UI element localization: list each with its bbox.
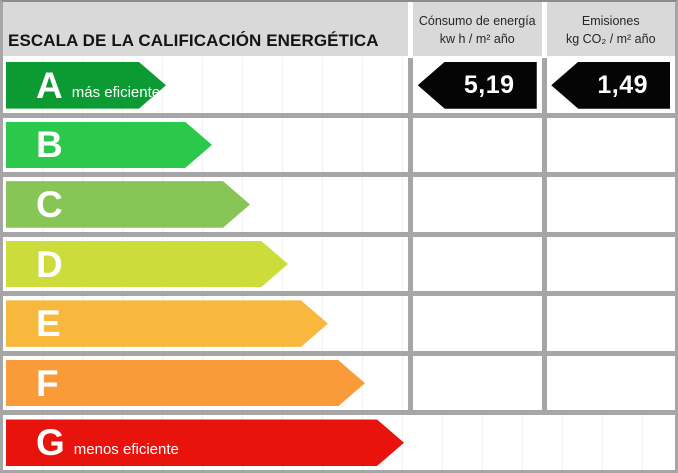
grade-letter-f: F: [36, 362, 59, 404]
consumo-cell-d: [413, 236, 542, 292]
header-row: ESCALA DE LA CALIFICACIÓN ENERGÉTICA Cón…: [3, 2, 675, 56]
emisiones-cell-d: [546, 236, 675, 292]
grade-note-a: más eficiente: [71, 83, 161, 101]
grade-arrow-b: B: [6, 122, 212, 169]
column-divider: [541, 58, 547, 113]
title-cell: ESCALA DE LA CALIFICACIÓN ENERGÉTICA: [3, 2, 408, 56]
grade-letter-a: A: [36, 64, 63, 106]
grade-letter-g: G: [36, 422, 65, 464]
consumo-cell-e: [413, 296, 542, 351]
emisiones-header-line2: kg CO₂ / m² año: [565, 32, 656, 46]
consumo-header-line2: kw h / m² año: [439, 32, 515, 46]
column-divider: [408, 58, 413, 113]
column-divider: [408, 296, 413, 351]
emisiones-header-line1: Emisiones: [581, 14, 640, 28]
header-divider: [541, 2, 547, 56]
column-divider: [408, 177, 413, 232]
scale-cell-e: E: [3, 296, 408, 351]
consumo-cell-c: [413, 177, 542, 232]
consumo-header-line1: Cónsumo de energía: [418, 14, 536, 28]
grade-letter-b: B: [36, 124, 63, 166]
emisiones-cell-c: [546, 177, 675, 232]
page-title: ESCALA DE LA CALIFICACIÓN ENERGÉTICA: [8, 31, 379, 50]
grade-arrow-c: C: [6, 181, 250, 228]
grade-arrow-f: F: [6, 360, 365, 407]
scale-row-e: E: [3, 291, 675, 351]
header-divider: [408, 2, 413, 56]
column-divider: [408, 117, 413, 173]
emisiones-cell-b: [546, 117, 675, 173]
grade-arrow-d: D: [6, 241, 288, 288]
emisiones-value-arrow: 1,49: [551, 61, 671, 109]
emisiones-value: 1,49: [597, 70, 649, 99]
scale-cell-b: B: [3, 117, 408, 173]
column-divider: [541, 177, 547, 232]
emisiones-cell-e: [546, 296, 675, 351]
scale-row-b: B: [3, 112, 675, 173]
scale-row-f: F: [3, 350, 675, 411]
column-divider: [541, 117, 547, 173]
emisiones-cell-a: 1,49: [546, 58, 675, 113]
scale-cell-f: F: [3, 355, 408, 411]
emisiones-column-header: Emisiones kg CO₂ / m² año: [546, 2, 675, 56]
consumo-value: 5,19: [463, 70, 515, 99]
column-divider: [541, 355, 547, 411]
column-divider: [541, 236, 547, 292]
scale-cell-c: C: [3, 177, 408, 232]
column-divider: [408, 355, 413, 411]
column-divider: [541, 296, 547, 351]
scale-row-c: C: [3, 172, 675, 232]
consumo-column-header: Cónsumo de energía kw h / m² año: [413, 2, 542, 56]
grade-letter-e: E: [36, 303, 61, 345]
scale-cell-d: D: [3, 236, 408, 292]
consumo-cell-b: [413, 117, 542, 173]
consumo-cell-f: [413, 355, 542, 411]
scale-row-d: D: [3, 231, 675, 292]
emisiones-cell-f: [546, 355, 675, 411]
column-divider: [408, 236, 413, 292]
grade-letter-c: C: [36, 183, 63, 225]
consumo-cell-a: 5,19: [413, 58, 542, 113]
grade-note-g: menos eficiente: [73, 441, 179, 459]
grade-letter-d: D: [36, 243, 63, 285]
grade-arrow-e: E: [6, 300, 328, 347]
consumo-value-arrow: 5,19: [417, 61, 537, 109]
